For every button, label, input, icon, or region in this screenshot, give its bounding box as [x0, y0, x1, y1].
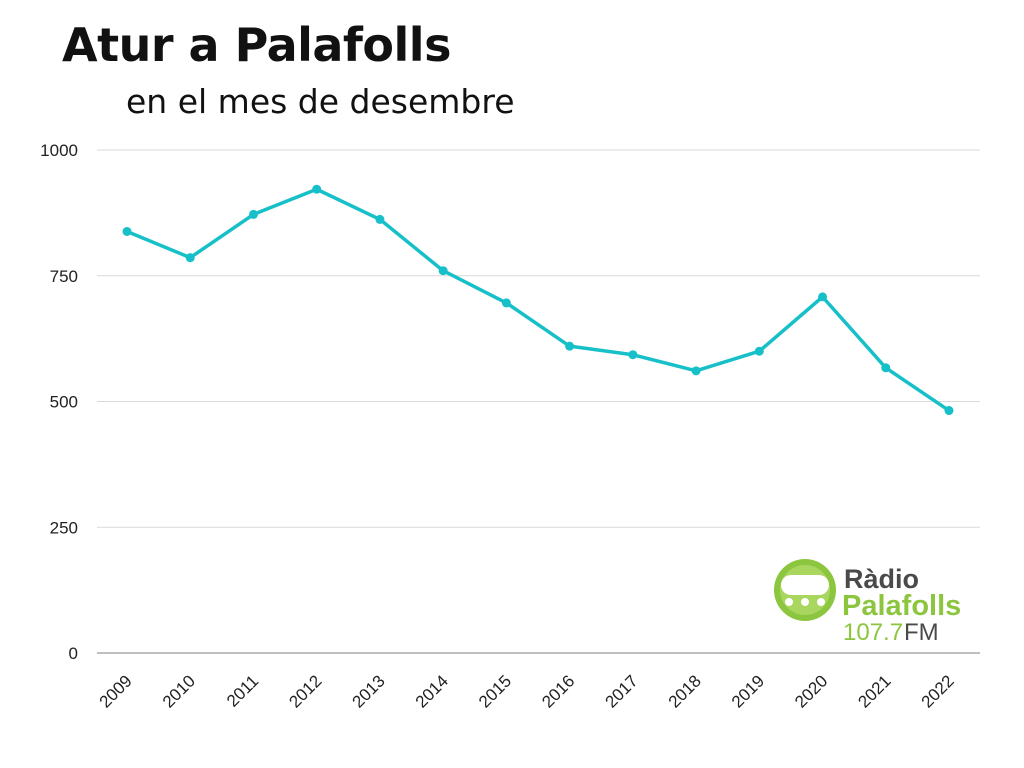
x-tick-label: 2021	[854, 671, 894, 711]
y-tick-label: 0	[69, 644, 78, 663]
data-point	[944, 406, 954, 416]
x-tick-label: 2020	[791, 671, 831, 711]
x-tick-label: 2011	[223, 671, 262, 710]
y-tick-label: 750	[50, 267, 78, 286]
data-point	[818, 292, 828, 302]
x-tick-label: 2015	[475, 671, 515, 711]
x-tick-label: 2012	[285, 671, 325, 711]
y-tick-label: 500	[50, 393, 78, 412]
logo-line2: Palafolls	[842, 590, 961, 622]
y-tick-label: 1000	[40, 141, 78, 160]
x-tick-label: 2016	[538, 671, 578, 711]
data-point	[565, 341, 575, 351]
data-point	[754, 346, 764, 356]
data-point	[122, 226, 132, 236]
logo-line1: Ràdio	[844, 564, 919, 594]
gridlines	[97, 149, 980, 654]
logo-band: FM	[904, 619, 939, 646]
series-layer	[122, 184, 954, 416]
data-point	[501, 298, 511, 308]
logo-frequency: 107.7	[843, 619, 903, 646]
chart-subtitle: en el mes de desembre	[126, 82, 515, 121]
x-tick-label: 2010	[159, 671, 199, 711]
chart-title: Atur a Palafolls	[62, 18, 451, 72]
x-tick-label: 2009	[96, 671, 136, 711]
y-axis-ticks: 0 250 500 750 1000	[40, 141, 78, 663]
x-tick-label: 2022	[918, 671, 958, 711]
logo-dot-icon	[785, 598, 793, 606]
x-tick-label: 2018	[665, 671, 705, 711]
logo-bubble-icon	[781, 575, 829, 595]
logo-dot-icon	[817, 598, 825, 606]
data-point	[691, 366, 701, 376]
data-point	[312, 184, 322, 194]
data-point	[248, 209, 258, 219]
radio-palafolls-logo: Ràdio Palafolls 107.7 FM	[774, 559, 961, 646]
x-tick-label: 2014	[412, 671, 452, 711]
logo-dot-icon	[801, 598, 809, 606]
data-point	[438, 266, 448, 276]
data-point	[185, 253, 195, 263]
x-tick-label: 2017	[601, 671, 641, 711]
series-line	[125, 187, 951, 413]
x-axis-ticks: 2009 2010 2011 2012 2013 2014 2015 2016 2017 2018…	[96, 671, 958, 711]
x-tick-label: 2019	[728, 671, 768, 711]
y-tick-label: 250	[50, 518, 78, 537]
data-point	[375, 214, 385, 224]
x-tick-label: 2013	[349, 671, 389, 711]
data-point	[881, 363, 891, 373]
data-point	[628, 350, 638, 360]
